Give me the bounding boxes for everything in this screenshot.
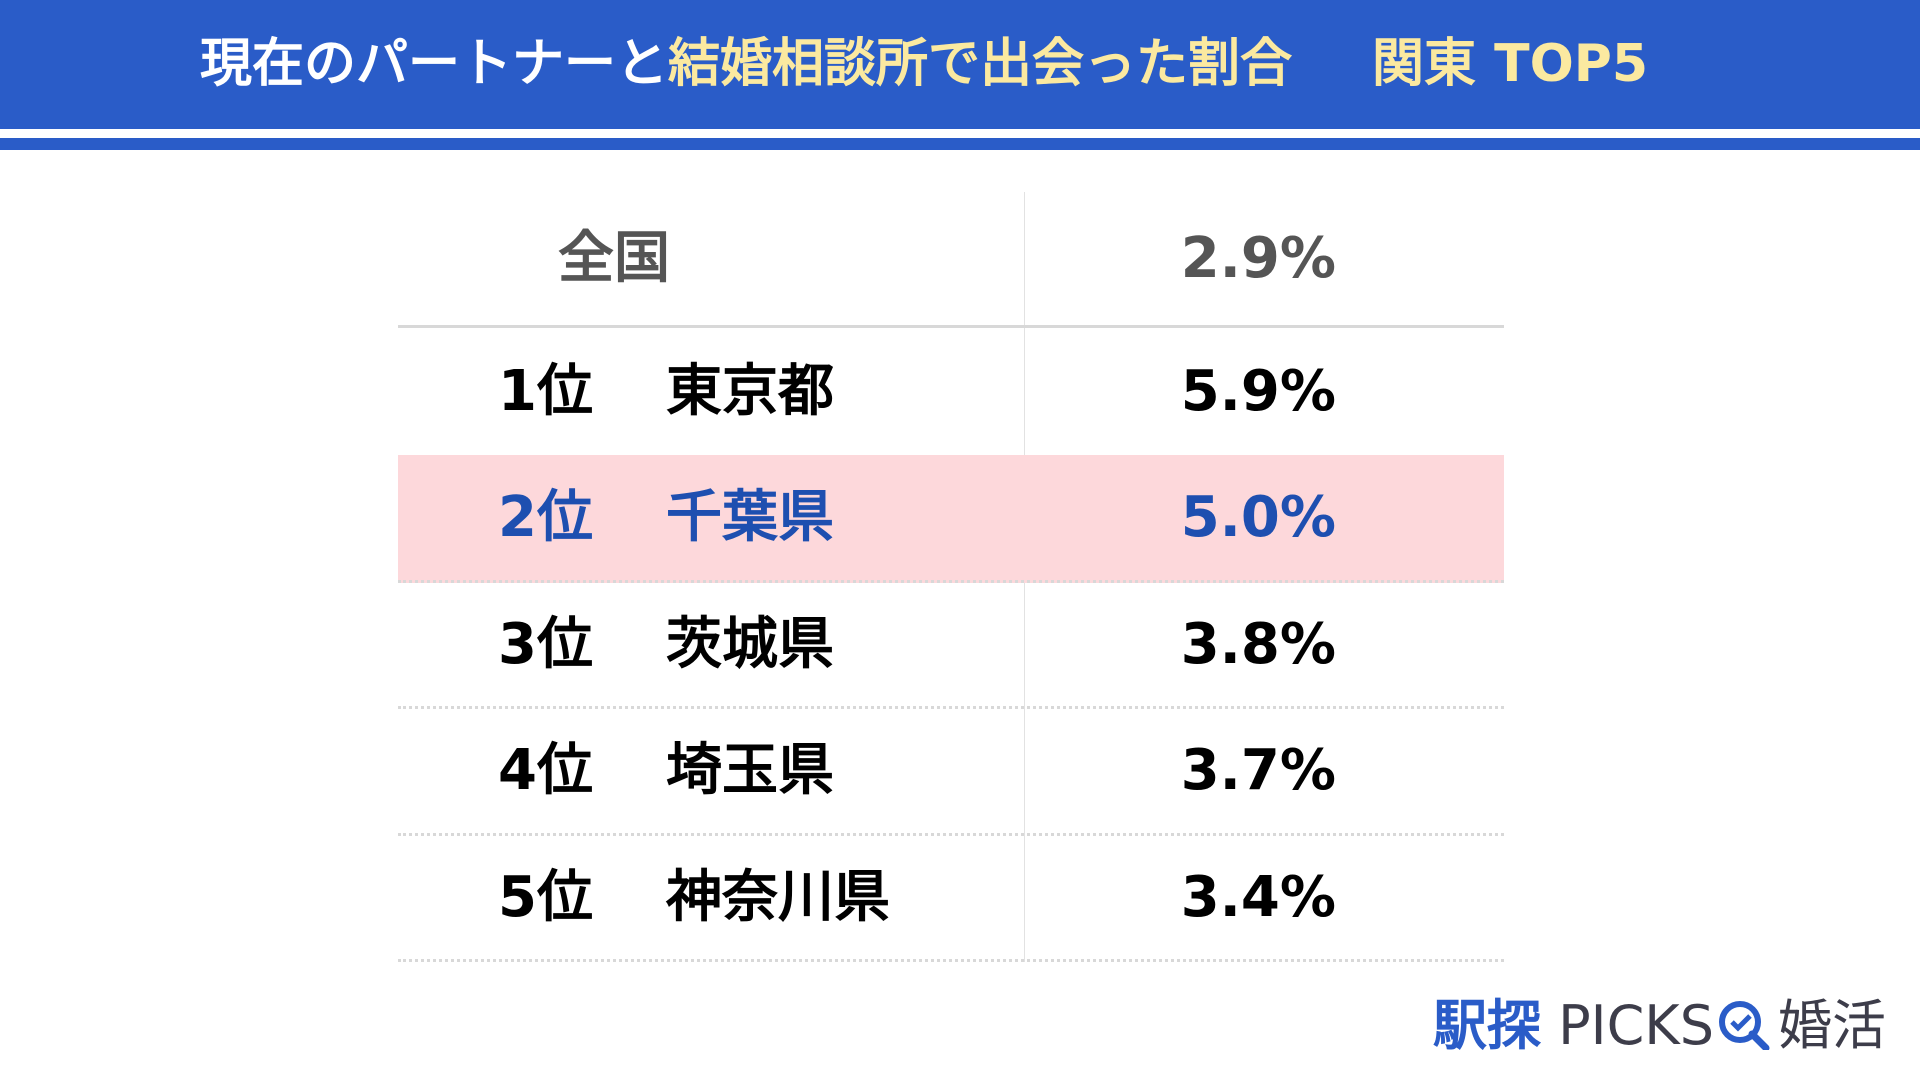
header-band [0, 0, 1920, 129]
logo-icon [1719, 1001, 1770, 1052]
prefecture: 茨城県 [666, 611, 834, 677]
logo-name: PICKS [1558, 994, 1714, 1057]
table-row: 2位 千葉県 5.0% [398, 455, 1504, 583]
percentage: 3.4% [1180, 864, 1336, 930]
rank: 2位 [498, 484, 593, 550]
prefecture: 埼玉県 [666, 738, 834, 803]
national-row: 全国 2.9% [398, 192, 1504, 328]
rank: 3位 [498, 611, 593, 677]
prefecture: 千葉県 [666, 484, 834, 550]
rank: 5位 [498, 864, 593, 930]
percentage: 5.9% [1180, 358, 1336, 424]
national-value: 2.9% [1180, 225, 1336, 291]
logo: 駅探 PICKS 婚活 [1433, 998, 1886, 1053]
title-part: 関東 TOP5 [1372, 34, 1649, 94]
percentage: 3.7% [1180, 738, 1336, 803]
logo-brand: 駅探 [1432, 994, 1541, 1057]
national-label: 全国 [558, 225, 670, 291]
percentage: 3.8% [1180, 611, 1336, 677]
title-part: 現在のパートナーと [200, 34, 669, 94]
title-part: 結婚相談所で出会った割合 [668, 34, 1293, 94]
rank: 4位 [498, 738, 593, 803]
logo-suffix: 婚活 [1778, 994, 1886, 1057]
ranking-table: 全国 2.9% 1位 東京都 5.9% 2位 千葉県 5.0% 3位 茨城県 3.8% 4位 埼玉県 3.… [398, 192, 1504, 962]
rank: 1位 [498, 358, 593, 424]
table-row: 3位 茨城県 3.8% [398, 583, 1504, 709]
percentage: 5.0% [1180, 484, 1336, 550]
title: 現在のパートナーと結婚相談所で出会った割合 関東 TOP5 [200, 38, 1648, 90]
table-row: 4位 埼玉県 3.7% [398, 709, 1504, 836]
prefecture: 東京都 [666, 358, 834, 424]
header-stripe [0, 138, 1920, 150]
prefecture: 神奈川県 [666, 864, 890, 930]
table-row: 5位 神奈川県 3.4% [398, 836, 1504, 962]
table-row: 1位 東京都 5.9% [398, 328, 1504, 455]
